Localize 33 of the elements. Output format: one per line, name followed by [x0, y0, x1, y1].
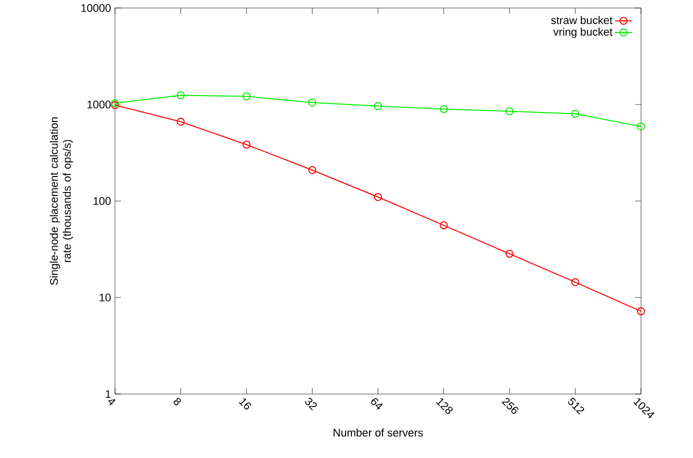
x-tick-label: 512: [568, 397, 584, 415]
point: [374, 102, 382, 110]
x-tick-label: 16: [238, 398, 252, 410]
x-tick-label: 8: [174, 398, 181, 406]
point: [440, 221, 448, 230]
point: [637, 307, 646, 316]
point: [242, 140, 250, 149]
point: [637, 122, 646, 130]
y-tick-label: 100: [94, 197, 111, 205]
x-tick-label: 256: [502, 398, 518, 414]
point: [571, 110, 580, 118]
point: [506, 250, 514, 258]
point: [308, 98, 316, 106]
point: [440, 105, 448, 114]
y-axis-title: Single-node placement calculation rate (thousands of ops/s): [50, 117, 74, 285]
point: [374, 193, 382, 202]
y-tick-label: 1000: [88, 100, 111, 108]
point: [242, 92, 250, 100]
y-tick-label: 10000: [81, 4, 111, 12]
x-tick-label: 4: [108, 399, 116, 406]
legend-label: vring bucket: [553, 28, 612, 38]
point: [571, 278, 580, 286]
point: [176, 118, 185, 126]
x-tick-label: 64: [371, 398, 383, 410]
y-tick-label: 1: [106, 390, 111, 398]
point: [308, 166, 316, 174]
y-tick-label: 10: [100, 294, 111, 302]
point: [176, 91, 185, 100]
point: [506, 107, 514, 116]
x-tick-label: 128: [436, 398, 453, 414]
x-tick-label: 32: [305, 398, 317, 410]
x-axis-title: Number of servers: [334, 428, 423, 437]
legend-label: straw bucket: [551, 16, 612, 24]
